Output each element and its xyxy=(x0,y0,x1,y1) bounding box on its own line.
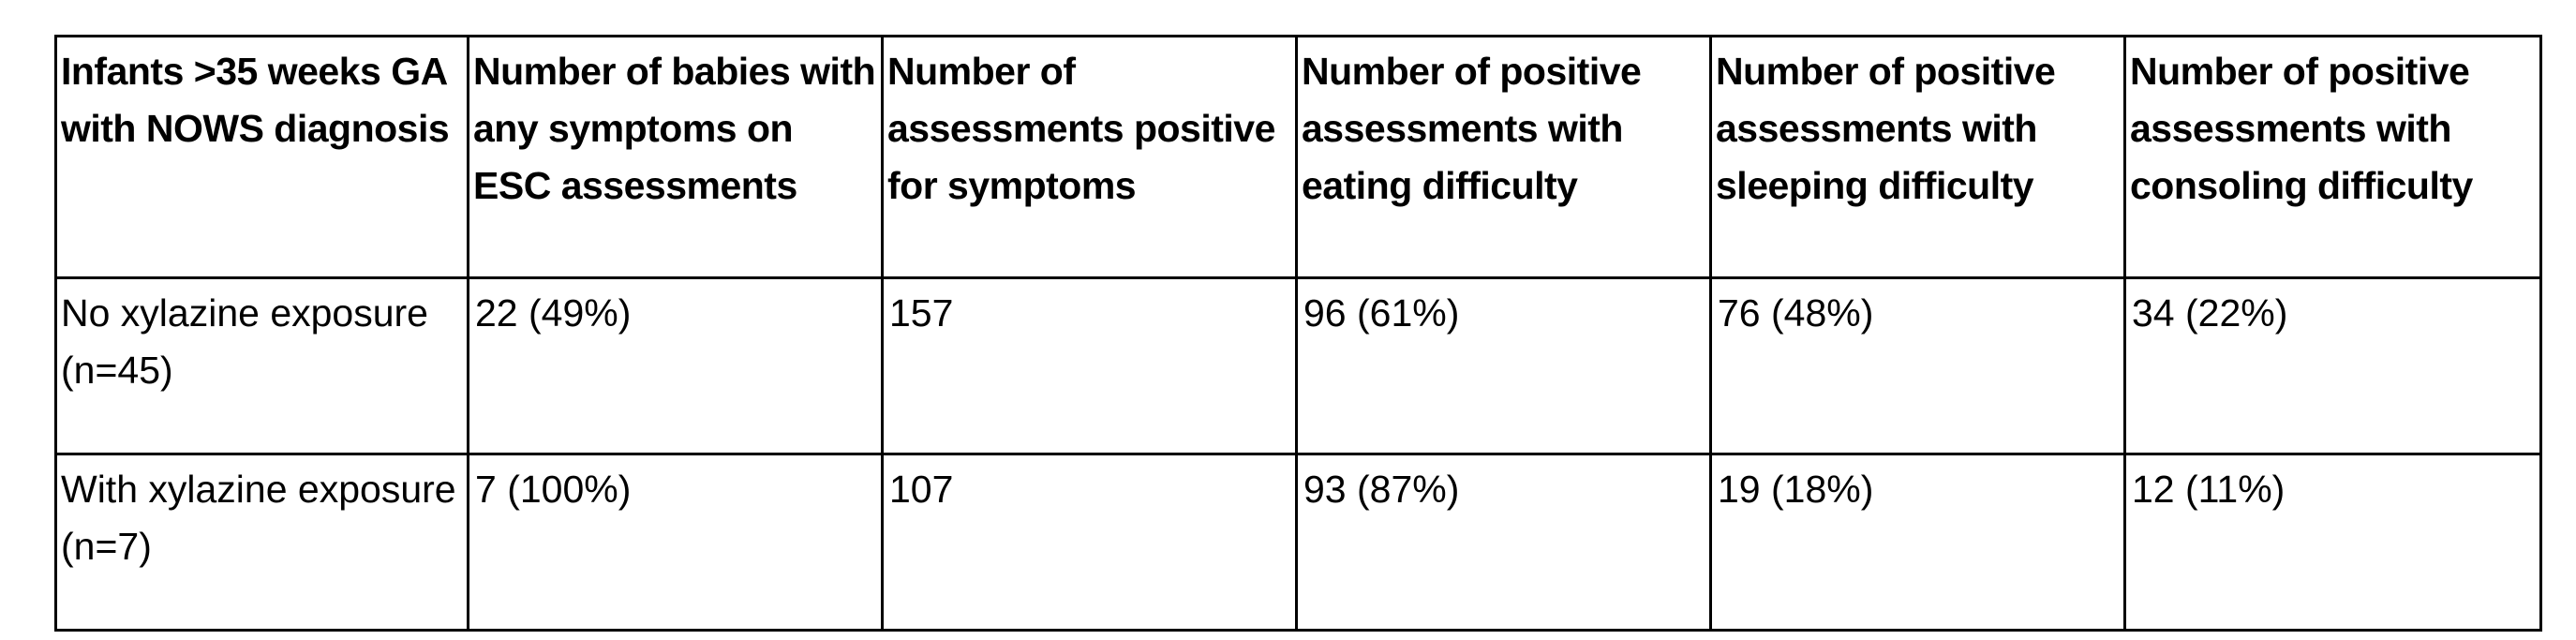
table-cell: 34 (22%) xyxy=(2123,276,2542,455)
table-cell: 96 (61%) xyxy=(1295,276,1712,455)
header-cell-sleeping-difficulty: Number of positive assessments with slee… xyxy=(1709,35,2126,279)
header-cell-consoling-difficulty: Number of positive assessments with cons… xyxy=(2123,35,2542,279)
table-cell: 107 xyxy=(881,453,1298,632)
data-table-container: Infants >35 weeks GA with NOWS diagnosis… xyxy=(54,35,2542,632)
table-row: With xylazine exposure (n=7) 7 (100%) 10… xyxy=(54,453,2542,632)
row-label-cell: With xylazine exposure (n=7) xyxy=(54,453,469,632)
header-cell-positive-assessments: Number of assessments positive for sympt… xyxy=(881,35,1298,279)
table-cell: 76 (48%) xyxy=(1709,276,2126,455)
table-cell: 93 (87%) xyxy=(1295,453,1712,632)
data-table: Infants >35 weeks GA with NOWS diagnosis… xyxy=(54,35,2542,632)
table-header: Infants >35 weeks GA with NOWS diagnosis… xyxy=(54,35,2542,279)
row-label-cell: No xylazine exposure (n=45) xyxy=(54,276,469,455)
table-row: No xylazine exposure (n=45) 22 (49%) 157… xyxy=(54,276,2542,455)
table-body: No xylazine exposure (n=45) 22 (49%) 157… xyxy=(54,276,2542,632)
header-cell-babies-with-symptoms: Number of babies with any symptoms on ES… xyxy=(467,35,884,279)
table-cell: 22 (49%) xyxy=(467,276,884,455)
table-cell: 7 (100%) xyxy=(467,453,884,632)
header-cell-eating-difficulty: Number of positive assessments with eati… xyxy=(1295,35,1712,279)
table-cell: 157 xyxy=(881,276,1298,455)
header-row: Infants >35 weeks GA with NOWS diagnosis… xyxy=(54,35,2542,279)
table-cell: 19 (18%) xyxy=(1709,453,2126,632)
header-cell-group: Infants >35 weeks GA with NOWS diagnosis xyxy=(54,35,469,279)
table-cell: 12 (11%) xyxy=(2123,453,2542,632)
